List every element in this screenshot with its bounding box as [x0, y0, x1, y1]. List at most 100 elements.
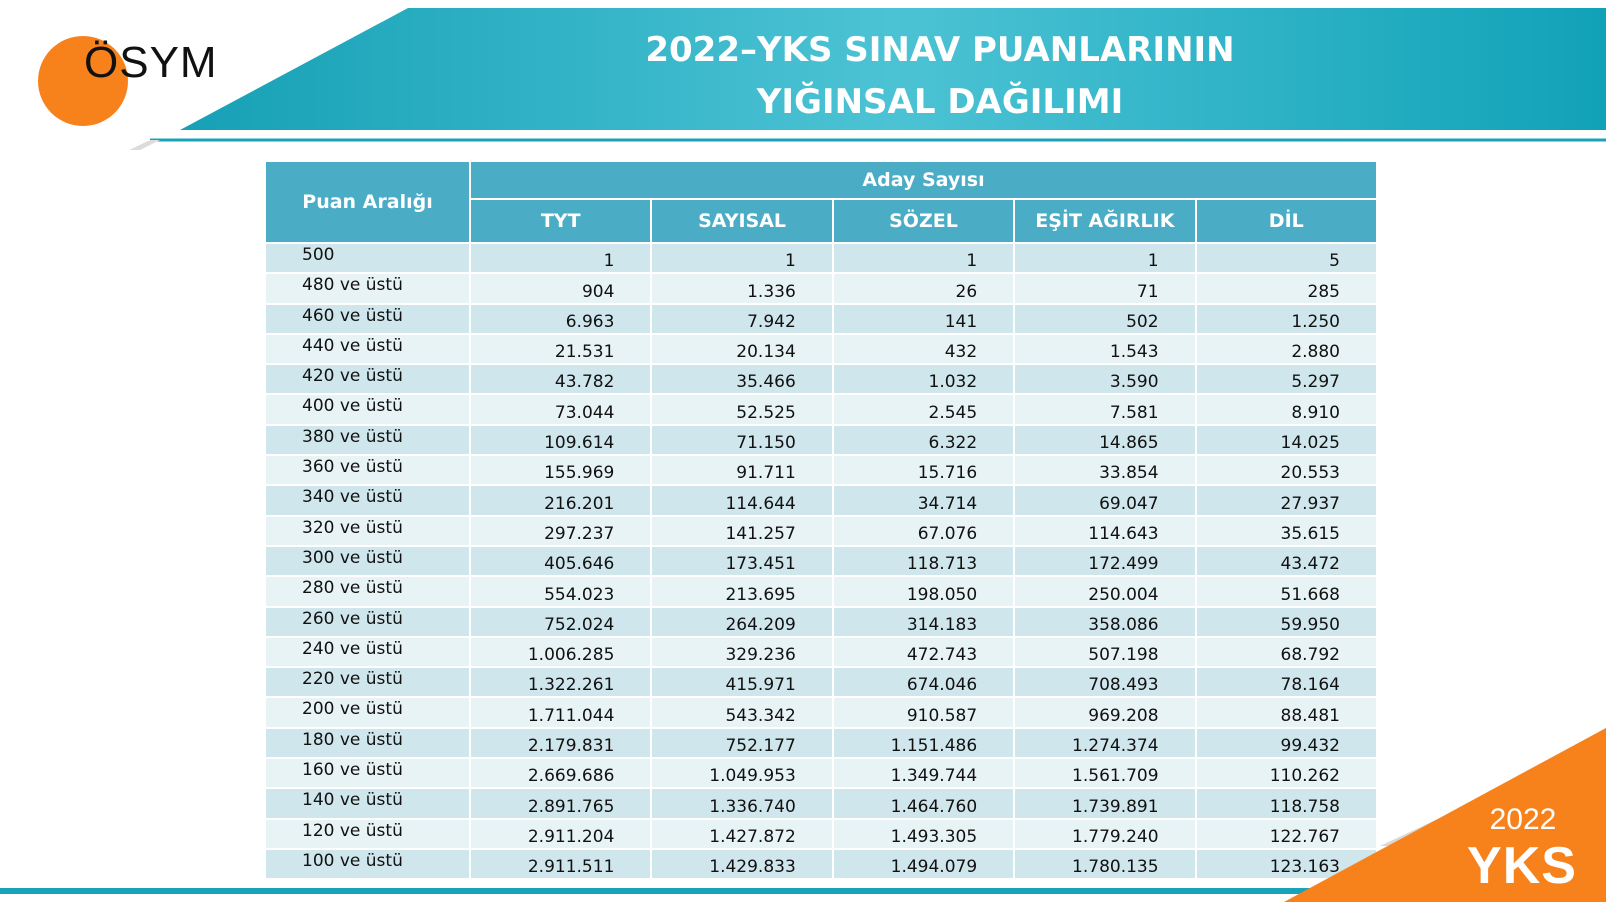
table-row: 240 ve üstü 1.006.285 329.236 472.743 507.19… [264, 635, 1379, 669]
score-range-cell: 260 ve üstü [264, 605, 471, 638]
candidate-count-cell: 91.711 [650, 454, 834, 487]
score-range-cell: 140 ve üstü [264, 787, 471, 820]
candidate-count-cell: 1.336 [650, 272, 834, 305]
candidate-count-cell: 6.963 [468, 302, 653, 335]
candidate-count-cell: 1 [468, 241, 653, 275]
candidate-count-cell: 14.865 [1013, 423, 1197, 457]
candidate-count-cell: 1.151.486 [831, 726, 1016, 760]
candidate-count-cell: 1.336.740 [650, 787, 834, 820]
row-header-cell: Puan Aralığı [264, 160, 471, 244]
candidate-count-cell: 472.743 [831, 635, 1016, 669]
candidate-count-cell: 2.911.511 [468, 847, 653, 881]
candidate-count-cell: 1.493.305 [831, 817, 1016, 850]
candidate-count-cell: 329.236 [650, 635, 834, 669]
candidate-count-cell: 2.911.204 [468, 817, 653, 850]
candidate-count-cell: 1.494.079 [831, 847, 1016, 881]
candidate-count-cell: 73.044 [468, 393, 653, 426]
candidate-count-cell: 1.427.872 [650, 817, 834, 850]
candidate-count-cell: 26 [831, 272, 1016, 305]
table-row: 460 ve üstü 6.963 7.942 141 502 1.250 [264, 302, 1379, 335]
candidate-count-cell: 141.257 [650, 514, 834, 547]
candidate-count-cell: 1.006.285 [468, 635, 653, 669]
score-range-cell: 180 ve üstü [264, 726, 471, 760]
candidate-count-cell: 59.950 [1194, 605, 1379, 638]
candidate-count-cell: 2.179.831 [468, 726, 653, 760]
candidate-count-cell: 543.342 [650, 696, 834, 729]
score-range-cell: 340 ve üstü [264, 484, 471, 517]
candidate-count-cell: 27.937 [1194, 484, 1379, 517]
candidate-count-cell: 1 [831, 241, 1016, 275]
candidate-count-cell: 674.046 [831, 666, 1016, 699]
score-range-cell: 220 ve üstü [264, 666, 471, 699]
table-row: 300 ve üstü 405.646 173.451 118.713 172.499 4… [264, 544, 1379, 578]
table-row: 380 ve üstü 109.614 71.150 6.322 14.865 14.02… [264, 423, 1379, 457]
score-range-cell: 280 ve üstü [264, 575, 471, 608]
candidate-count-cell: 33.854 [1013, 454, 1197, 487]
candidate-count-cell: 71 [1013, 272, 1197, 305]
candidate-count-cell: 213.695 [650, 575, 834, 608]
candidate-count-cell: 1.779.240 [1013, 817, 1197, 850]
candidate-count-cell: 141 [831, 302, 1016, 335]
score-range-cell: 440 ve üstü [264, 332, 471, 366]
candidate-count-cell: 285 [1194, 272, 1379, 305]
table-row: 440 ve üstü 21.531 20.134 432 1.543 2.880 [264, 332, 1379, 366]
candidate-count-cell: 2.669.686 [468, 757, 653, 790]
table-row: 260 ve üstü 752.024 264.209 314.183 358.086 5… [264, 605, 1379, 638]
candidate-count-cell: 21.531 [468, 332, 653, 366]
candidate-count-cell: 1.049.953 [650, 757, 834, 790]
candidate-count-cell: 99.432 [1194, 726, 1379, 760]
score-range-cell: 380 ve üstü [264, 423, 471, 457]
candidate-count-cell: 173.451 [650, 544, 834, 578]
candidate-count-cell: 52.525 [650, 393, 834, 426]
candidate-count-cell: 1 [1013, 241, 1197, 275]
candidate-count-cell: 71.150 [650, 423, 834, 457]
candidate-count-cell: 43.472 [1194, 544, 1379, 578]
column-header: TYT [468, 198, 653, 244]
table-row: 140 ve üstü 2.891.765 1.336.740 1.464.760 1.… [264, 787, 1379, 820]
candidate-count-cell: 15.716 [831, 454, 1016, 487]
candidate-count-cell: 118.713 [831, 544, 1016, 578]
table-row: 160 ve üstü 2.669.686 1.049.953 1.349.744 1.… [264, 757, 1379, 790]
bottom-rule [0, 888, 1606, 894]
table-row: 120 ve üstü 2.911.204 1.427.872 1.493.305 1.… [264, 817, 1379, 850]
title-line-2: YIĞINSAL DAĞILIMI [756, 82, 1124, 122]
candidate-count-cell: 314.183 [831, 605, 1016, 638]
candidate-count-cell: 88.481 [1194, 696, 1379, 729]
candidate-count-cell: 20.134 [650, 332, 834, 366]
candidate-count-cell: 752.024 [468, 605, 653, 638]
data-table: Puan Aralığı Aday Sayısı TYT SAYISAL SÖZEL… [264, 160, 1379, 881]
badge-label: YKS [1467, 837, 1577, 895]
candidate-count-cell: 78.164 [1194, 666, 1379, 699]
candidate-count-cell: 7.581 [1013, 393, 1197, 426]
table-row: 280 ve üstü 554.023 213.695 198.050 250.004 5… [264, 575, 1379, 608]
table-row: 500 1 1 1 1 5 [264, 241, 1379, 275]
candidate-count-cell: 3.590 [1013, 363, 1197, 396]
score-range-cell: 200 ve üstü [264, 696, 471, 729]
header-band-shape [0, 0, 1606, 150]
score-range-cell: 480 ve üstü [264, 272, 471, 305]
candidate-count-cell: 114.643 [1013, 514, 1197, 547]
candidate-count-cell: 910.587 [831, 696, 1016, 729]
candidate-count-cell: 1.780.135 [1013, 847, 1197, 881]
candidate-count-cell: 109.614 [468, 423, 653, 457]
column-header: SAYISAL [650, 198, 834, 244]
candidate-count-cell: 51.668 [1194, 575, 1379, 608]
candidate-count-cell: 507.198 [1013, 635, 1197, 669]
score-range-cell: 300 ve üstü [264, 544, 471, 578]
score-range-cell: 400 ve üstü [264, 393, 471, 426]
score-range-cell: 460 ve üstü [264, 302, 471, 335]
candidate-count-cell: 1.711.044 [468, 696, 653, 729]
column-header: SÖZEL [831, 198, 1016, 244]
candidate-count-cell: 172.499 [1013, 544, 1197, 578]
candidate-count-cell: 250.004 [1013, 575, 1197, 608]
candidate-count-cell: 155.969 [468, 454, 653, 487]
candidate-count-cell: 122.767 [1194, 817, 1379, 850]
candidate-count-cell: 1.274.374 [1013, 726, 1197, 760]
table-row: 420 ve üstü 43.782 35.466 1.032 3.590 5.297 [264, 363, 1379, 396]
table-row: 220 ve üstü 1.322.261 415.971 674.046 708.49… [264, 666, 1379, 699]
table-row: 200 ve üstü 1.711.044 543.342 910.587 969.20… [264, 696, 1379, 729]
score-range-cell: 420 ve üstü [264, 363, 471, 396]
candidate-count-cell: 432 [831, 332, 1016, 366]
candidate-count-cell: 2.545 [831, 393, 1016, 426]
